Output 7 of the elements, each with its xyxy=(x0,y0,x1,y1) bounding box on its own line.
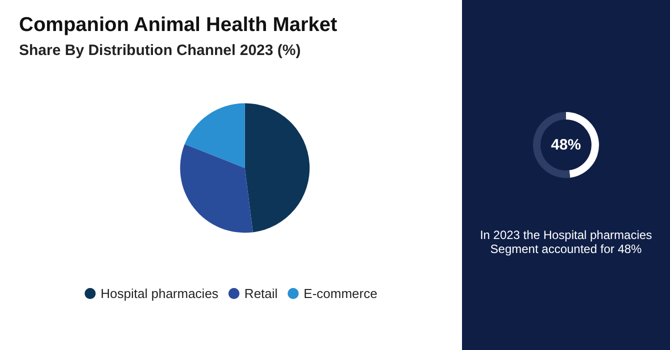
chart-title: Companion Animal Health Market xyxy=(19,14,338,36)
legend-label: Retail xyxy=(244,286,278,301)
chart-subtitle: Share By Distribution Channel 2023 (%) xyxy=(19,42,301,59)
legend-label: Hospital pharmacies xyxy=(100,286,219,301)
legend-label: E-commerce xyxy=(304,286,378,301)
text: 48% xyxy=(550,136,582,154)
text: In 2023 the Hospital pharmacies Segment accounted for 48% xyxy=(478,228,654,256)
